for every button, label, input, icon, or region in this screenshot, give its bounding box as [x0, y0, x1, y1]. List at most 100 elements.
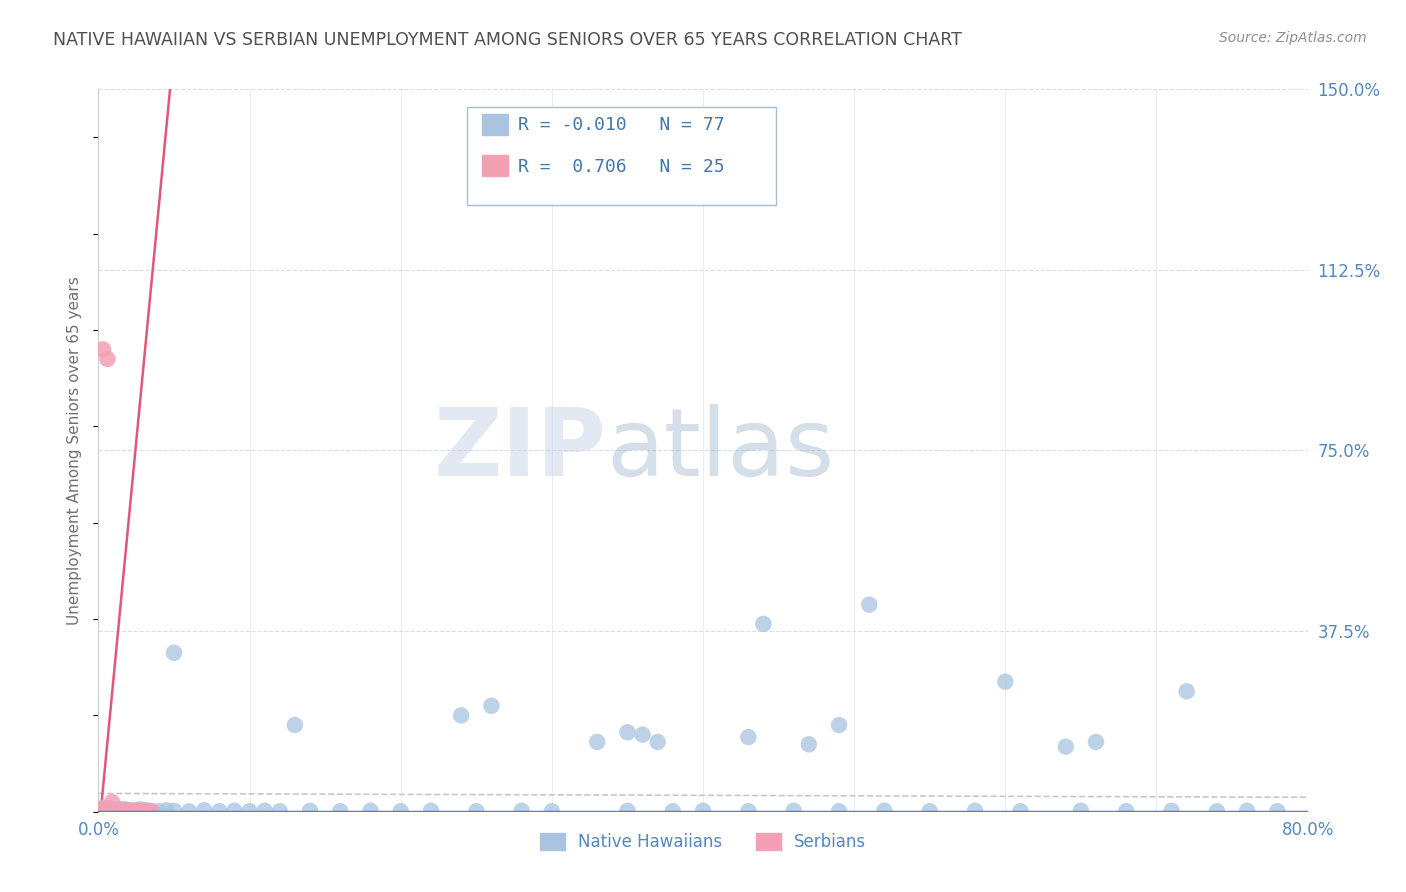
Point [631, 728, 654, 742]
Point [110, 804, 132, 818]
Point [89, 802, 111, 816]
Point [783, 804, 806, 818]
Point [118, 804, 141, 818]
Text: R = -0.010   N = 77: R = -0.010 N = 77 [517, 116, 724, 135]
Point [163, 646, 186, 660]
Point [510, 804, 533, 818]
Point [107, 804, 129, 818]
Point [125, 804, 148, 818]
Point [193, 803, 215, 817]
Point [329, 804, 352, 818]
Point [103, 803, 125, 817]
Point [89, 803, 111, 817]
Point [108, 802, 131, 816]
Point [96, 803, 118, 817]
Point [105, 803, 128, 817]
Point [737, 804, 759, 818]
Text: Source: ZipAtlas.com: Source: ZipAtlas.com [1219, 31, 1367, 45]
Text: NATIVE HAWAIIAN VS SERBIAN UNEMPLOYMENT AMONG SENIORS OVER 65 YEARS CORRELATION : NATIVE HAWAIIAN VS SERBIAN UNEMPLOYMENT … [53, 31, 962, 49]
Point [155, 803, 177, 817]
Point [616, 725, 638, 739]
Point [141, 804, 163, 818]
Point [179, 804, 201, 818]
Point [104, 804, 127, 818]
Point [1115, 804, 1137, 818]
Bar [482, 155, 509, 176]
Legend: Native Hawaiians, Serbians: Native Hawaiians, Serbians [533, 826, 873, 857]
Point [93, 804, 115, 818]
Point [208, 804, 231, 818]
Point [118, 804, 141, 818]
Point [752, 616, 775, 631]
Point [91, 804, 114, 818]
Point [737, 730, 759, 744]
Point [540, 804, 562, 818]
Text: R =  0.706   N = 25: R = 0.706 N = 25 [517, 158, 724, 176]
Point [107, 804, 129, 818]
FancyBboxPatch shape [467, 107, 776, 205]
Point [132, 804, 155, 818]
Point [828, 804, 851, 818]
Point [828, 718, 851, 732]
Point [101, 795, 124, 809]
Point [858, 598, 880, 612]
Point [91, 801, 114, 815]
Point [873, 804, 896, 818]
Point [114, 804, 136, 818]
Point [110, 803, 132, 817]
Point [93, 803, 115, 817]
Point [797, 737, 820, 751]
Point [586, 735, 609, 749]
Point [91, 343, 114, 357]
Point [1054, 739, 1077, 754]
Point [121, 803, 143, 817]
Point [647, 735, 669, 749]
Text: atlas: atlas [606, 404, 835, 497]
Point [90, 803, 112, 817]
Point [918, 804, 941, 818]
Point [450, 708, 472, 723]
Point [135, 803, 157, 817]
Point [94, 804, 117, 818]
Point [661, 804, 683, 818]
Text: ZIP: ZIP [433, 404, 606, 497]
Point [94, 802, 117, 816]
Point [111, 804, 134, 818]
Point [129, 804, 152, 818]
Point [112, 802, 135, 816]
Point [98, 803, 121, 817]
Point [1206, 804, 1229, 818]
Point [100, 801, 122, 815]
Point [104, 804, 127, 818]
Point [224, 804, 246, 818]
Point [125, 803, 148, 817]
Point [100, 804, 122, 818]
Point [299, 804, 322, 818]
Point [105, 803, 128, 817]
Point [1010, 804, 1032, 818]
Point [121, 804, 143, 818]
Point [129, 802, 152, 816]
Point [284, 718, 307, 732]
Point [239, 804, 262, 818]
Point [465, 804, 488, 818]
Point [148, 804, 170, 818]
Point [1236, 804, 1258, 818]
Point [1070, 804, 1092, 818]
Point [96, 804, 118, 818]
Point [115, 803, 138, 817]
Point [994, 674, 1017, 689]
Point [253, 804, 276, 818]
Point [111, 804, 134, 818]
Point [141, 804, 163, 818]
Point [360, 804, 382, 818]
Point [481, 698, 503, 713]
Point [616, 804, 638, 818]
Point [101, 804, 124, 818]
Point [163, 804, 186, 818]
Bar [482, 114, 509, 135]
Point [132, 804, 155, 818]
Point [965, 804, 987, 818]
Point [101, 803, 124, 817]
Point [420, 804, 443, 818]
